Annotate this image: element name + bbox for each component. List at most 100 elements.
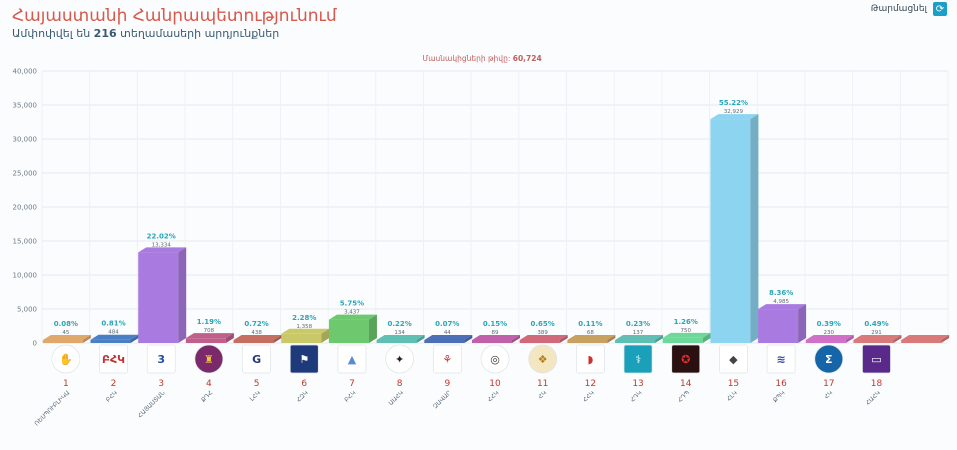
party-5-logo: [242, 344, 271, 374]
percent-label: 0.11%: [578, 320, 602, 328]
bar-top: [615, 335, 664, 340]
category-number: 3: [158, 379, 164, 389]
bar-top: [567, 335, 616, 340]
percent-label: 0.07%: [435, 320, 459, 328]
bar-top: [710, 114, 759, 120]
category-number: 10: [489, 379, 501, 389]
party-9-logo: [432, 344, 462, 374]
sigma-icon-glyph: Σ: [825, 353, 833, 366]
lion-icon: [194, 344, 224, 374]
percent-label: 1.19%: [197, 318, 221, 326]
party-7-logo: [337, 344, 367, 374]
y-tick-label: 5,000: [17, 306, 37, 314]
value-label: 438: [251, 330, 262, 336]
value-label: 230: [824, 330, 835, 336]
party-11-logo: [528, 344, 558, 374]
value-label: 3,437: [344, 310, 360, 316]
category-name: ԼՀԿ: [249, 389, 262, 402]
category-name: ՀԼԿ: [725, 389, 738, 402]
value-label: 45: [62, 330, 69, 336]
bar: [376, 340, 417, 343]
party-10-logo-glyph: ◎: [490, 353, 500, 366]
total-voters-label: Մասնակիցների թիվը: 60,724: [422, 54, 541, 63]
party-12-logo-glyph: ◗: [587, 353, 593, 366]
percent-label: 0.15%: [483, 320, 507, 328]
party-12-logo: [576, 344, 605, 374]
category-name: ՌԵՍՊՈՒԲԼԻԿԱ: [33, 389, 71, 427]
sigma-icon: [814, 344, 844, 374]
party-3-logo: [146, 344, 176, 374]
category-name: ՀԱՅԱՍՏԱՆ: [137, 389, 167, 419]
y-tick-label: 35,000: [13, 102, 38, 110]
category-number: 8: [397, 379, 403, 389]
bar: [805, 340, 846, 343]
bar-side: [178, 247, 187, 343]
bar: [710, 119, 751, 344]
category-name: ԲՀԿ: [105, 389, 119, 403]
category-name: ՀԿ: [537, 389, 548, 400]
page-title: Հայաստանի Հանրապետությունում: [12, 6, 337, 26]
percent-label: 8.36%: [769, 289, 793, 297]
value-label: 89: [492, 330, 499, 336]
bar: [662, 337, 703, 343]
percent-label: 5.75%: [340, 300, 364, 308]
y-tick-label: 40,000: [13, 68, 38, 76]
party-15-logo: [719, 344, 748, 374]
category-name: ՀԱՀԿ: [865, 389, 882, 406]
bar-top: [472, 335, 520, 340]
bar-top: [424, 335, 473, 340]
y-tick-label: 15,000: [13, 238, 38, 246]
bar-side: [416, 335, 425, 343]
bar: [567, 340, 608, 343]
y-tick-label: 10,000: [13, 272, 38, 280]
percent-label: 0.08%: [54, 320, 78, 328]
category-number: 9: [444, 379, 450, 389]
bar-side: [464, 335, 473, 343]
percent-label: 0.65%: [531, 320, 555, 328]
value-label: 1,358: [296, 324, 312, 330]
category-name: ՀԴՊ: [677, 389, 692, 404]
bar: [138, 252, 179, 343]
party-7-logo-glyph: ▲: [348, 353, 357, 366]
party-2-logo-glyph: ԲՀԿ: [102, 353, 125, 366]
bar-side: [321, 328, 330, 343]
bar-side: [702, 332, 711, 343]
category-name: ՀՀԿ: [486, 389, 500, 403]
percent-label: 55.22%: [719, 99, 748, 107]
page-subtitle: Ամփոփվել են 216 տեղամասերի արդյունքներ: [12, 27, 279, 40]
bar-top: [90, 334, 139, 340]
refresh-icon: ⟳: [933, 2, 947, 16]
value-label: 32,929: [724, 109, 744, 115]
party-13-logo-glyph: ⚕: [635, 353, 641, 366]
bar-top: [805, 335, 854, 340]
percent-label: 0.49%: [864, 320, 888, 328]
percent-label: 1.26%: [674, 318, 698, 326]
bar: [853, 340, 894, 343]
bar: [615, 340, 656, 343]
value-label: 750: [680, 328, 691, 334]
bar: [758, 309, 799, 343]
value-label: 13,334: [152, 242, 172, 248]
party-2-logo: [99, 344, 128, 374]
bar: [233, 340, 274, 343]
party-19-logo: [862, 344, 891, 374]
lion-icon-glyph: ♜: [204, 353, 214, 366]
bar-top: [185, 333, 234, 339]
category-number: 6: [301, 379, 307, 389]
bar-side: [893, 335, 902, 343]
bar-side: [368, 314, 377, 343]
refresh-button[interactable]: Թարմացնել ⟳: [871, 2, 947, 16]
y-tick-label: 20,000: [13, 204, 38, 212]
subtitle-count: 216: [93, 27, 117, 40]
bar-side: [845, 335, 854, 343]
category-name: ՀԴԿ: [629, 389, 643, 403]
value-label: 68: [587, 330, 594, 336]
percent-label: 0.72%: [244, 320, 268, 328]
party-11-logo-glyph: ❖: [538, 353, 548, 366]
value-label: 137: [633, 330, 644, 336]
bar-top: [281, 328, 330, 334]
category-number: 5: [254, 379, 260, 389]
percent-label: 0.81%: [101, 320, 125, 328]
bar-top: [138, 247, 187, 253]
